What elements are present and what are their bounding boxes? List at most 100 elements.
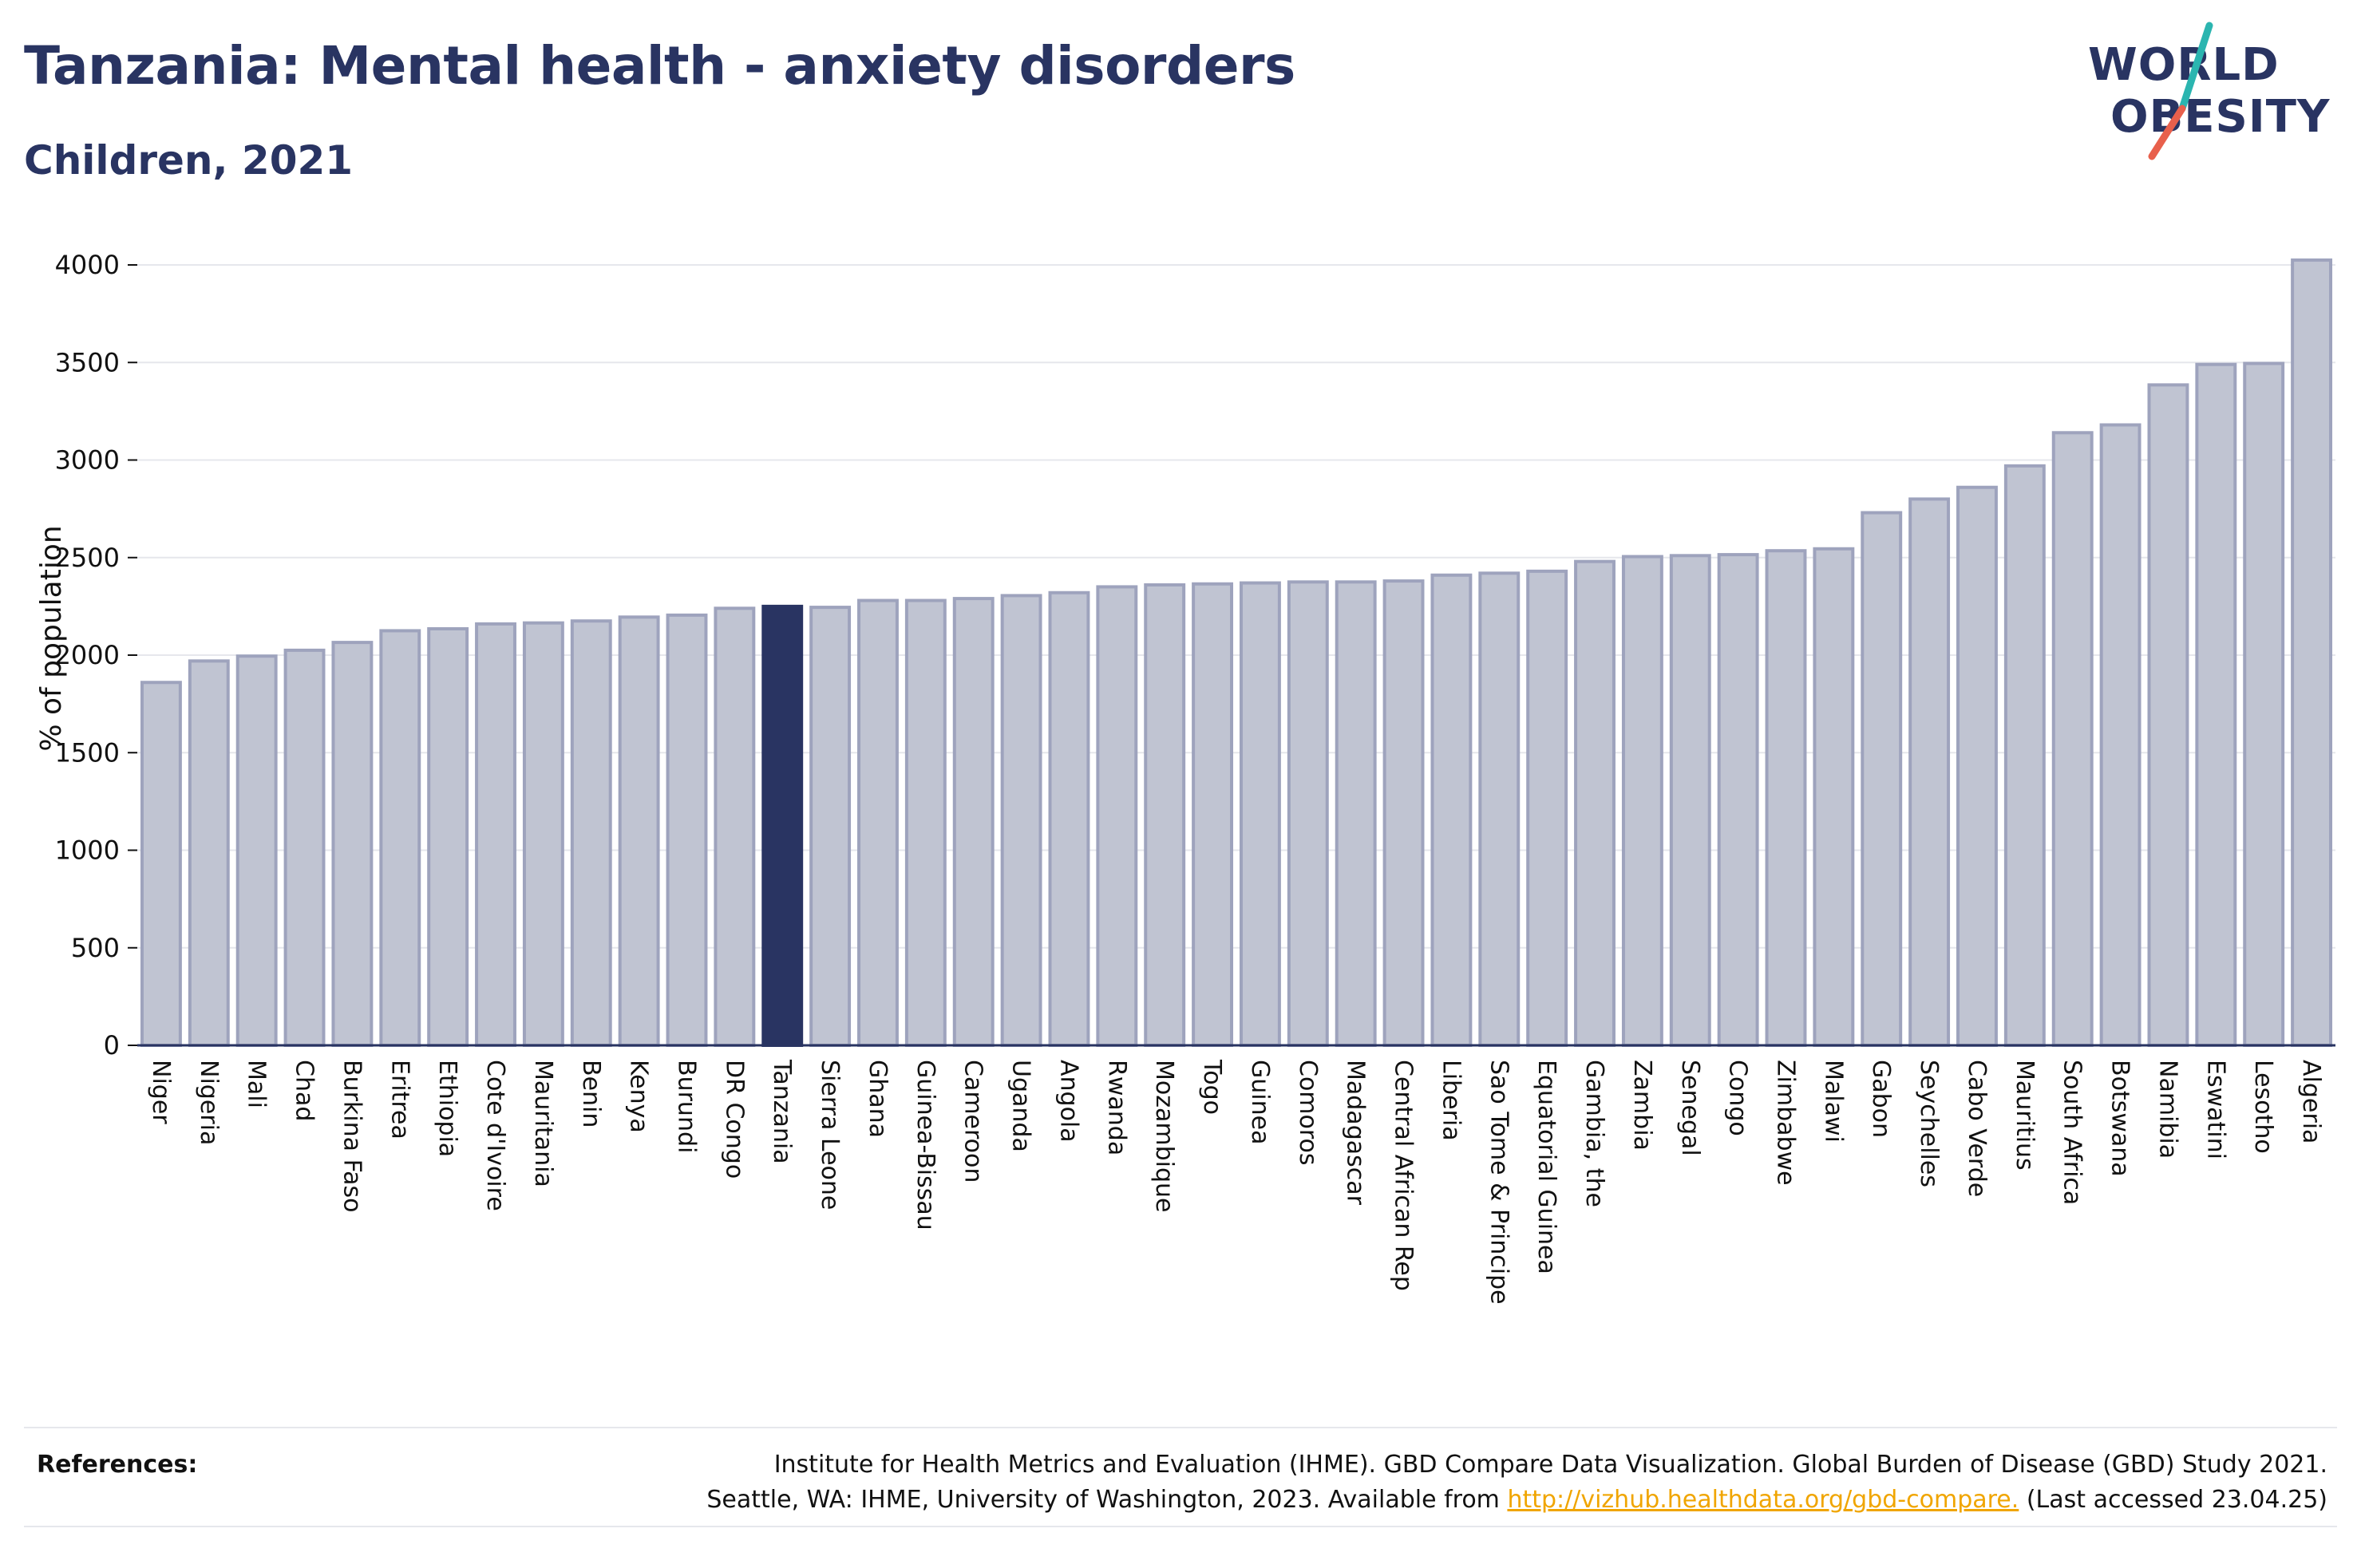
- bar: [1956, 485, 1998, 1047]
- references-label: References:: [37, 1451, 198, 1479]
- x-tick-label: Congo: [1724, 1060, 1752, 1136]
- x-tick-label: Sao Tome & Principe: [1485, 1060, 1513, 1305]
- x-tick-label: Rwanda: [1102, 1060, 1130, 1155]
- bar: [1478, 571, 1521, 1047]
- bar: [2003, 464, 2046, 1047]
- x-tick-label: Guinea-Bissau: [912, 1060, 939, 1230]
- bar-highlighted: [761, 604, 804, 1047]
- references-link[interactable]: http://vizhub.healthdata.org/gbd-compare…: [1507, 1486, 2019, 1514]
- bar: [1861, 511, 1903, 1047]
- x-tick-label: Central African Rep: [1390, 1060, 1418, 1291]
- bar: [2099, 423, 2142, 1047]
- bar: [618, 615, 660, 1047]
- bars: [140, 258, 2333, 1048]
- chart-subtitle: Children, 2021: [24, 137, 354, 184]
- references-line-1: Institute for Health Metrics and Evaluat…: [773, 1451, 2327, 1479]
- x-tick-label: Eritrea: [386, 1060, 413, 1139]
- y-axis-label: % of population: [35, 525, 68, 751]
- x-tick-label: Lesotho: [2249, 1060, 2277, 1154]
- bar: [2243, 361, 2285, 1048]
- x-tick-label: Zimbabwe: [1772, 1060, 1800, 1186]
- world-obesity-logo: WORLD OBESITY: [2088, 22, 2330, 160]
- x-tick-label: Namibia: [2153, 1060, 2181, 1159]
- y-tick-label: 4000: [55, 250, 120, 280]
- x-tick-label: Comoros: [1294, 1060, 1322, 1166]
- bar: [1765, 549, 1807, 1047]
- y-tick-label: 2000: [55, 640, 120, 670]
- logo-word-world: WORLD: [2088, 39, 2280, 91]
- y-tick-label: 3000: [55, 445, 120, 476]
- bar: [1813, 547, 1855, 1047]
- x-tick-label: Niger: [147, 1060, 175, 1124]
- bar: [952, 597, 995, 1047]
- bar: [2291, 258, 2333, 1047]
- x-tick-label: Eswatini: [2201, 1060, 2229, 1159]
- bar: [1000, 594, 1042, 1047]
- x-tick-label: Gabon: [1867, 1060, 1895, 1138]
- x-tick-label: Tanzania: [768, 1059, 796, 1164]
- x-tick-label: Ghana: [864, 1060, 892, 1138]
- x-tick-label: Ethiopia: [433, 1060, 461, 1157]
- bar: [857, 598, 899, 1047]
- bar: [475, 622, 516, 1047]
- bar: [1382, 579, 1425, 1047]
- x-tick-label: Mozambique: [1150, 1060, 1178, 1212]
- x-tick-label: Kenya: [625, 1060, 653, 1133]
- bar: [1574, 559, 1616, 1047]
- bar: [1287, 580, 1329, 1047]
- bar: [1430, 573, 1473, 1047]
- bar: [1621, 555, 1663, 1047]
- x-tick-label: Mauritius: [2011, 1060, 2039, 1171]
- x-tick-label: Angola: [1054, 1060, 1082, 1143]
- bar: [1526, 569, 1568, 1047]
- x-tick-label: Mauritania: [529, 1060, 557, 1187]
- bar: [570, 619, 612, 1047]
- bar: [1335, 580, 1377, 1047]
- x-tick-label: Zambia: [1628, 1060, 1656, 1151]
- x-tick-label: Botswana: [2106, 1060, 2134, 1177]
- bar: [1669, 554, 1711, 1047]
- bar: [1144, 583, 1186, 1047]
- x-tick-label: Cabo Verde: [1963, 1060, 1991, 1197]
- x-tick-label: Seychelles: [1915, 1060, 1943, 1187]
- logo-slash-coral: [2148, 105, 2186, 160]
- footer-divider-top: [24, 1427, 2337, 1428]
- y-tick-label: 500: [71, 933, 120, 963]
- references-line-2-prefix: Seattle, WA: IHME, University of Washing…: [706, 1486, 1508, 1514]
- x-tick-label: Cameroon: [959, 1060, 987, 1183]
- y-axis: 0 500 1000 1500 2000 2500 3000 3500 4000: [55, 250, 137, 1060]
- x-tick-label: Liberia: [1437, 1060, 1465, 1141]
- x-tick-label: South Africa: [2058, 1060, 2086, 1205]
- x-tick-label: Benin: [577, 1060, 605, 1128]
- bar: [2147, 383, 2189, 1047]
- bar: [1192, 582, 1234, 1047]
- bar: [2195, 362, 2237, 1047]
- logo-slash-teal: [2178, 22, 2213, 113]
- x-tick-label: Burkina Faso: [338, 1060, 366, 1212]
- bar: [904, 598, 947, 1047]
- bar: [1096, 585, 1138, 1047]
- bar: [140, 681, 182, 1047]
- x-tick-label: Burundi: [673, 1060, 701, 1153]
- y-tick-label: 1500: [55, 737, 120, 768]
- x-tick-label: Gambia, the: [1580, 1060, 1608, 1207]
- y-tick-label: 0: [104, 1030, 120, 1060]
- bar: [1908, 497, 1951, 1047]
- x-axis: Niger Nigeria Mali Chad Burkina Faso Eritrea E…: [137, 1044, 2335, 1305]
- x-tick-label: Sierra Leone: [816, 1060, 844, 1210]
- bar: [188, 659, 230, 1048]
- bar: [427, 626, 469, 1047]
- bar: [666, 613, 708, 1047]
- x-tick-label: Equatorial Guinea: [1532, 1060, 1560, 1274]
- bar: [379, 629, 421, 1047]
- x-tick-label: Chad: [291, 1060, 318, 1121]
- footer-divider-bottom: [24, 1526, 2337, 1527]
- bar: [714, 606, 756, 1047]
- bar: [522, 621, 564, 1047]
- bar: [283, 648, 326, 1047]
- x-tick-label: DR Congo: [720, 1060, 748, 1179]
- references-text: Institute for Health Metrics and Evaluat…: [492, 1448, 2327, 1518]
- x-tick-label: Mali: [243, 1060, 271, 1108]
- x-tick-label: Cote d'Ivoire: [481, 1060, 509, 1211]
